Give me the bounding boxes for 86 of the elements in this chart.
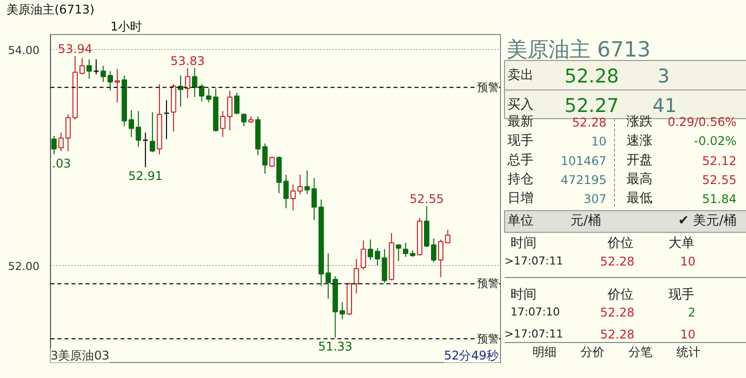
candlestick xyxy=(220,110,226,138)
candlestick xyxy=(150,112,156,153)
candlestick xyxy=(234,92,240,115)
text: 美原油主 6713 xyxy=(506,37,651,62)
text: 17:07:10 xyxy=(510,306,560,319)
annotation: 53.94 xyxy=(58,42,92,56)
text: 2 xyxy=(688,306,696,320)
text: 3 xyxy=(658,65,670,88)
annotation: .03 xyxy=(52,156,71,170)
annotation: 53.83 xyxy=(170,54,205,68)
text: 速涨 xyxy=(626,134,652,149)
candlestick xyxy=(368,239,374,260)
candlestick xyxy=(51,135,57,155)
text: 0.29/0.56% xyxy=(668,115,737,130)
candlestick xyxy=(262,142,268,174)
text: 总手 xyxy=(506,152,534,168)
text: 大单 xyxy=(668,236,694,252)
text: 52.28 xyxy=(564,65,619,88)
text: 日增 xyxy=(508,191,534,206)
candlestick xyxy=(269,156,275,168)
text: 现手 xyxy=(668,287,694,302)
candlestick xyxy=(360,240,366,270)
text: 52.55 xyxy=(702,172,737,187)
text: 52.28 xyxy=(600,306,635,320)
candlestick xyxy=(283,174,289,209)
text: 52.12 xyxy=(702,154,737,168)
text: 时间 xyxy=(510,236,536,252)
text: 卖出 xyxy=(508,68,534,83)
text: >17:07:11 xyxy=(504,327,564,340)
text: 最新 xyxy=(508,114,534,130)
text: 持仓 xyxy=(508,172,534,187)
candlestick xyxy=(374,248,380,266)
annotation: 51.33 xyxy=(318,340,352,354)
text: 41 xyxy=(652,94,677,117)
candlestick xyxy=(396,244,402,262)
candlestick xyxy=(86,58,92,80)
y-tick-label: 52.00 xyxy=(8,260,40,273)
candlestick xyxy=(93,58,100,75)
chart-subtitle: 1小时 xyxy=(110,20,142,34)
text: 最高 xyxy=(626,170,652,187)
text: -0.02% xyxy=(694,134,736,148)
text: 分笔 xyxy=(628,345,652,360)
text: 472195 xyxy=(560,172,607,187)
y-tick-label: 54.00 xyxy=(8,44,40,58)
text: 52.28 xyxy=(600,254,635,268)
candlestick xyxy=(58,132,64,152)
text: 时间 xyxy=(510,287,536,302)
text: 52.28 xyxy=(572,116,607,130)
candlestick xyxy=(142,132,148,168)
text: 元/桶 xyxy=(570,214,601,229)
ref-line-label: 预警 xyxy=(477,80,500,94)
candlestick xyxy=(354,258,360,294)
candlestick xyxy=(184,67,190,99)
text: 10 xyxy=(680,327,696,342)
text: 价位 xyxy=(606,236,634,252)
text: 开盘 xyxy=(626,152,652,168)
chart-title: 美原油主(6713) xyxy=(6,2,94,16)
text: 统计 xyxy=(676,345,700,360)
annotation: 52.91 xyxy=(128,169,163,184)
text: 101467 xyxy=(560,154,607,168)
text: 单位 xyxy=(508,214,534,229)
text: 52.27 xyxy=(564,94,619,117)
text: ✔ 美元/桶 xyxy=(678,212,736,229)
annotation: 52.55 xyxy=(409,192,444,206)
ref-line-label: 预警 xyxy=(477,277,500,290)
text: 涨跌 xyxy=(626,114,652,130)
text: 明细 xyxy=(532,345,556,360)
candlestick xyxy=(163,100,170,140)
candlestick xyxy=(382,248,388,284)
candlestick xyxy=(227,90,232,132)
text: 买入 xyxy=(508,97,534,112)
text: 307 xyxy=(584,192,606,206)
candlestick xyxy=(114,68,120,103)
annotation: 52分49秒 xyxy=(444,348,499,362)
ref-line-label: 预警 xyxy=(477,332,500,346)
candlestick xyxy=(241,112,247,127)
text: 10 xyxy=(680,254,696,268)
annotation: 3美原油03 xyxy=(50,348,110,362)
text: 51.84 xyxy=(702,192,737,206)
text: 价位 xyxy=(606,287,634,302)
text: 10 xyxy=(591,134,607,149)
text: >17:07:11 xyxy=(504,254,564,268)
text: 最低 xyxy=(626,191,652,206)
text: 52.28 xyxy=(600,327,635,342)
text: 现手 xyxy=(508,134,534,149)
text: 分价 xyxy=(580,345,604,360)
